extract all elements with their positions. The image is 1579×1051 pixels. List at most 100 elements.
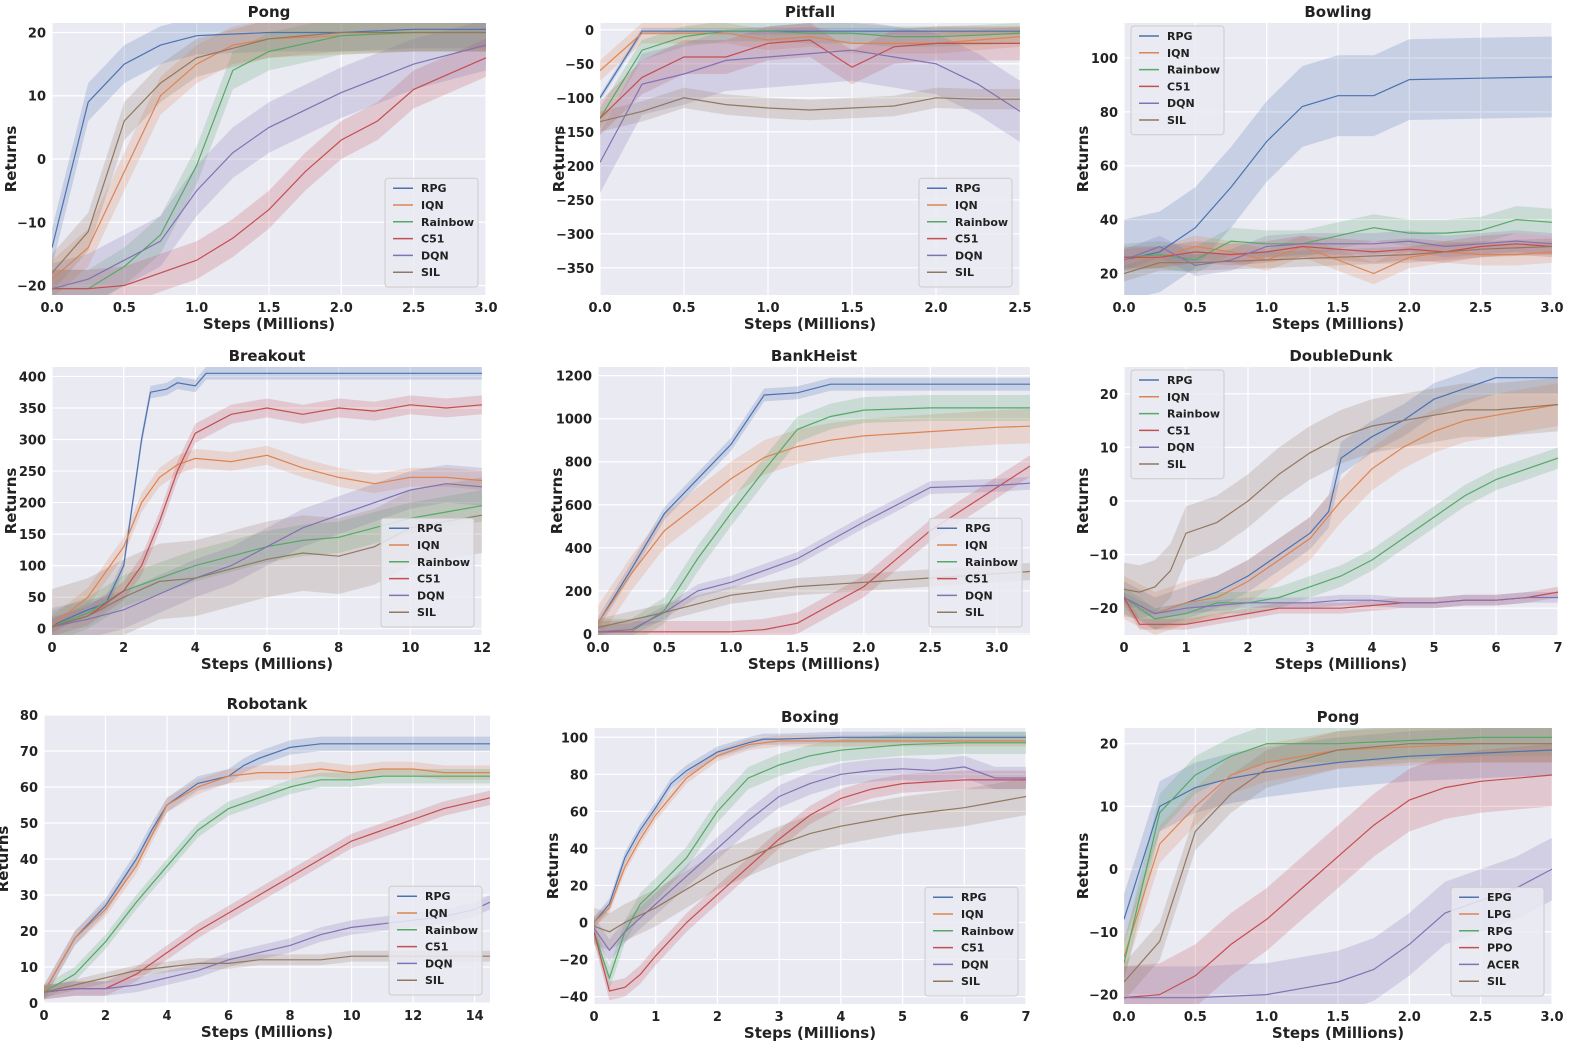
series-band-rainbow	[600, 23, 1020, 129]
y-axis-title: Returns	[0, 826, 12, 893]
y-tick-label: 1000	[556, 413, 592, 428]
series-line-ppo	[1124, 774, 1552, 999]
series-line-rainbow	[594, 742, 1026, 980]
x-tick-label: 1	[1181, 641, 1190, 656]
chart-title: DoubleDunk	[1289, 347, 1393, 365]
series-band-iqn	[598, 409, 1030, 635]
series-line-iqn	[594, 740, 1026, 923]
y-tick-label: −50	[565, 58, 594, 73]
chart-panel: 0 1 2 3 4 5 6 7 −40 −20 0 20 40 60 80 100 Boxing Steps (M…	[544, 708, 1031, 1042]
x-tick-label: 1.0	[185, 301, 208, 316]
legend-label: IQN	[965, 539, 988, 552]
y-tick-label: 0	[37, 153, 46, 168]
legend: RPG IQN Rainbow C51 DQN SIL	[1130, 25, 1225, 136]
legend-label: IQN	[425, 907, 448, 920]
series-group	[52, 23, 486, 295]
y-axis-title: Returns	[544, 833, 562, 900]
series-group	[1124, 36, 1552, 295]
y-tick-label: 20	[1100, 388, 1118, 403]
legend-label: Rainbow	[965, 556, 1018, 569]
legend-label: Rainbow	[955, 216, 1008, 229]
x-tick-label: 12	[404, 1009, 422, 1024]
series-band-rainbow	[52, 490, 482, 635]
series-line-iqn	[44, 768, 490, 993]
y-tick-label: 0	[1109, 863, 1118, 878]
legend-label: IQN	[955, 199, 978, 212]
y-axis-title: Returns	[550, 126, 568, 193]
x-tick-label: 1.0	[1255, 1010, 1278, 1025]
series-line-lpg	[1124, 743, 1552, 958]
x-tick-label: 3	[1305, 641, 1314, 656]
series-band-dqn	[1124, 592, 1558, 619]
x-axis-title: Steps (Millions)	[201, 655, 333, 673]
legend-label: SIL	[1167, 114, 1186, 127]
legend-label: DQN	[425, 957, 453, 970]
x-tick-label: 4	[163, 1009, 172, 1024]
x-tick-label: 1.0	[756, 301, 779, 316]
x-tick-label: 2	[101, 1009, 110, 1024]
y-tick-label: 350	[19, 402, 46, 417]
chart-panel: 0.0 0.5 1.0 1.5 2.0 2.5 −350 −300 −250 −200 −150 −1…	[550, 3, 1032, 333]
y-tick-label: −10	[1089, 926, 1118, 941]
legend-label: DQN	[955, 249, 983, 262]
legend-label: IQN	[1167, 47, 1190, 60]
legend-label: RPG	[1167, 374, 1193, 387]
legend: RPG IQN Rainbow C51 DQN SIL	[384, 177, 479, 288]
x-tick-label: 2	[119, 641, 128, 656]
y-tick-label: 30	[20, 889, 38, 904]
legend: RPG IQN Rainbow C51 DQN SIL	[1130, 369, 1225, 480]
series-line-sil	[594, 795, 1026, 933]
series-band-iqn	[600, 23, 1020, 81]
y-tick-label: 10	[20, 961, 38, 976]
series-band-iqn	[52, 23, 486, 295]
x-tick-label: 0	[1119, 641, 1128, 656]
y-axis-title: Returns	[1074, 833, 1092, 900]
legend-label: SIL	[961, 975, 980, 988]
chart-panel: 0 2 4 6 8 10 12 14 0 10 20 30 40 50 60 70 80 Robotank Step…	[0, 695, 490, 1041]
y-tick-label: 100	[561, 731, 588, 746]
y-tick-label: 60	[570, 805, 588, 820]
y-tick-label: 400	[565, 542, 592, 557]
y-axis-title: Returns	[548, 468, 566, 535]
y-tick-label: 20	[1100, 267, 1118, 282]
x-axis-title: Steps (Millions)	[201, 1023, 333, 1041]
x-tick-label: 7	[1021, 1010, 1030, 1025]
chart-title: Pong	[1317, 708, 1360, 726]
x-tick-label: 2.0	[924, 301, 947, 316]
x-tick-label: 1.5	[840, 301, 863, 316]
legend-label: RPG	[421, 182, 447, 195]
series-line-c51	[598, 465, 1030, 633]
series-band-sil	[594, 778, 1026, 951]
y-tick-label: 10	[1100, 441, 1118, 456]
x-axis-title: Steps (Millions)	[744, 1024, 876, 1042]
series-line-dqn	[600, 49, 1020, 163]
x-axis-title: Steps (Millions)	[1272, 1024, 1404, 1042]
x-tick-label: 0.0	[588, 301, 611, 316]
series-line-rpg	[1124, 736, 1552, 964]
x-tick-label: 6	[262, 641, 271, 656]
y-tick-label: 60	[1100, 160, 1118, 175]
series-band-sil	[1124, 377, 1558, 619]
x-tick-label: 4	[191, 641, 200, 656]
x-tick-label: 0.0	[1112, 301, 1135, 316]
x-tick-label: 3.0	[1540, 1010, 1563, 1025]
series-line-dqn	[1124, 596, 1558, 615]
legend-label: Rainbow	[417, 556, 470, 569]
legend-label: IQN	[1167, 391, 1190, 404]
y-tick-label: −20	[1089, 989, 1118, 1004]
x-tick-label: 2.5	[1469, 301, 1492, 316]
y-tick-label: 40	[20, 853, 38, 868]
series-group	[52, 367, 482, 635]
y-tick-label: 200	[565, 585, 592, 600]
y-tick-label: −100	[556, 92, 594, 107]
x-tick-label: 3.0	[1540, 301, 1563, 316]
y-tick-label: 20	[1100, 738, 1118, 753]
chart-title: Bowling	[1304, 3, 1371, 21]
x-axis-title: Steps (Millions)	[748, 655, 880, 673]
legend-label: Rainbow	[1167, 408, 1220, 421]
y-axis-title: Returns	[1074, 468, 1092, 535]
series-band-rainbow	[1124, 206, 1552, 274]
series-band-rpg	[1124, 728, 1552, 982]
series-line-rainbow	[600, 30, 1020, 119]
series-band-rpg	[1124, 367, 1558, 630]
